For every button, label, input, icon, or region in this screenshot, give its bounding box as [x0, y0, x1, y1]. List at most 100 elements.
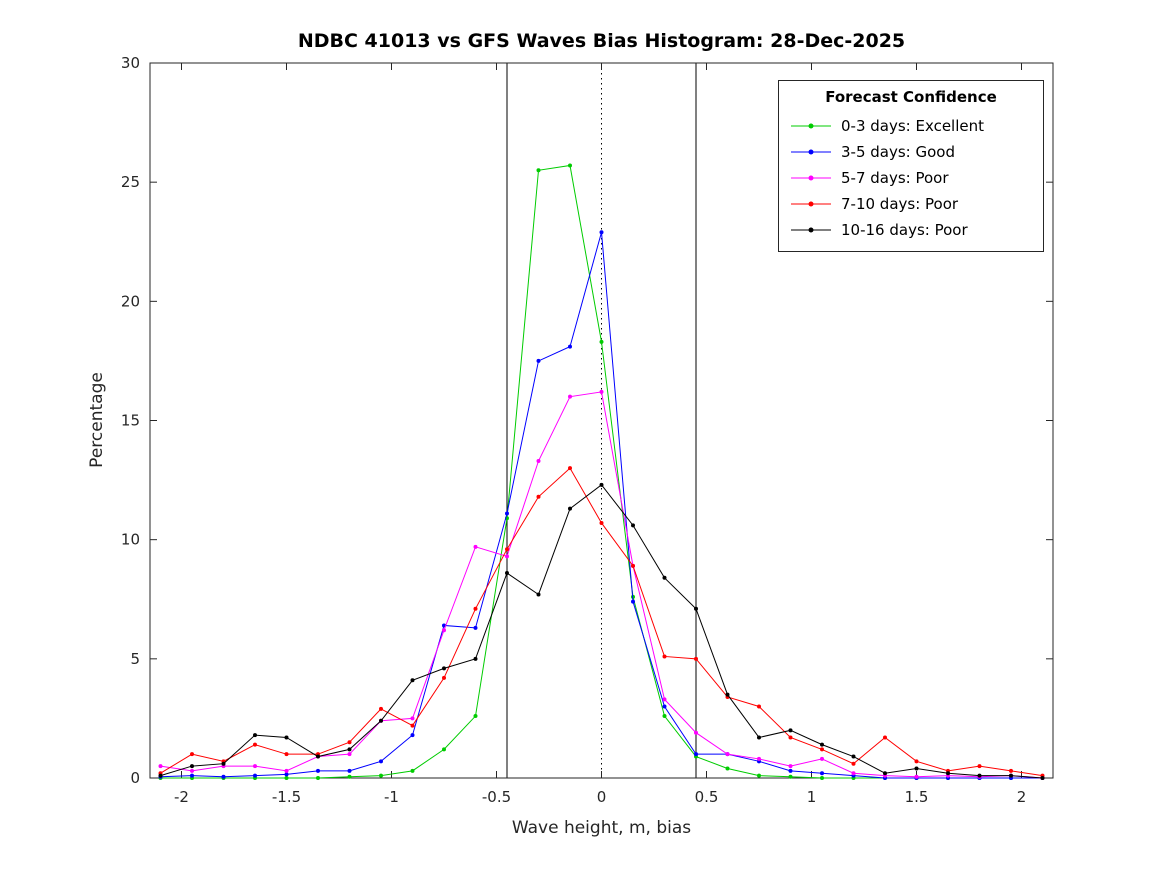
series-marker	[757, 704, 761, 709]
series-marker	[851, 754, 856, 759]
line-marker-icon	[791, 149, 831, 155]
series-marker	[316, 776, 320, 780]
legend-label: 0-3 days: Excellent	[841, 117, 985, 135]
series-marker	[820, 747, 824, 752]
y-tick-label: 5	[130, 650, 140, 668]
series-marker	[347, 747, 352, 752]
series-marker	[662, 704, 667, 709]
series-marker	[536, 494, 541, 499]
series-marker	[757, 756, 761, 761]
y-tick-label: 25	[121, 173, 140, 191]
series-marker	[820, 756, 824, 761]
y-tick-label: 10	[121, 531, 140, 549]
series-marker	[568, 344, 572, 349]
x-tick-label: -1.5	[272, 788, 301, 806]
series-marker	[662, 697, 667, 702]
series-marker	[284, 735, 289, 740]
series-marker	[253, 742, 257, 747]
series-marker	[788, 768, 793, 773]
series-1	[158, 230, 1045, 780]
x-axis-label: Wave height, m, bias	[511, 818, 692, 838]
series-marker	[410, 733, 415, 738]
series-marker	[631, 599, 635, 604]
series-marker	[221, 774, 226, 779]
series-marker	[914, 759, 919, 764]
series-marker	[473, 625, 478, 630]
legend-item: 5-7 days: Poor	[789, 165, 1033, 191]
series-marker	[662, 575, 667, 580]
series-marker	[977, 764, 982, 769]
series-marker	[788, 728, 793, 733]
series-3	[158, 466, 1045, 778]
legend-item: 10-16 days: Poor	[789, 217, 1033, 243]
series-marker	[190, 752, 194, 757]
series-marker	[253, 733, 257, 738]
series-marker	[725, 692, 730, 697]
chart-title: NDBC 41013 vs GFS Waves Bias Histogram: …	[297, 30, 906, 52]
series-marker	[473, 606, 478, 611]
series-marker	[1040, 776, 1045, 780]
series-4	[158, 482, 1045, 780]
series-marker	[410, 768, 415, 773]
series-marker	[788, 764, 793, 769]
series-marker	[379, 706, 383, 711]
x-tick-label: 1.5	[905, 788, 929, 806]
series-marker	[473, 656, 478, 661]
series-marker	[410, 716, 415, 721]
series-marker	[977, 773, 982, 778]
legend-label: 5-7 days: Poor	[841, 169, 949, 187]
series-marker	[851, 761, 856, 766]
series-marker	[599, 339, 604, 344]
line-marker-icon	[791, 201, 831, 207]
series-marker	[379, 718, 383, 723]
x-tick-label: 0.5	[695, 788, 719, 806]
series-marker	[379, 759, 383, 764]
legend-item: 7-10 days: Poor	[789, 191, 1033, 217]
series-marker	[851, 771, 856, 776]
series-marker	[568, 506, 572, 511]
series-marker	[347, 774, 352, 779]
series-marker	[820, 742, 824, 747]
series-marker	[914, 774, 919, 779]
x-tick-label: 0	[597, 788, 607, 806]
y-tick-label: 15	[121, 412, 140, 430]
x-tick-label: -0.5	[482, 788, 511, 806]
series-marker	[158, 764, 163, 769]
series-marker	[536, 358, 541, 363]
legend-item: 0-3 days: Excellent	[789, 113, 1033, 139]
series-marker	[284, 752, 289, 757]
series-marker	[347, 740, 352, 745]
series-marker	[442, 666, 446, 671]
series-marker	[883, 735, 887, 740]
x-tick-label: 2	[1017, 788, 1027, 806]
series-marker	[946, 771, 950, 776]
series-marker	[442, 747, 446, 752]
legend-title: Forecast Confidence	[825, 88, 997, 106]
series-marker	[631, 563, 635, 568]
series-marker	[410, 723, 415, 728]
series-marker	[379, 773, 383, 778]
series-marker	[757, 735, 761, 740]
series-marker	[694, 730, 698, 735]
y-tick-label: 0	[130, 769, 140, 787]
series-marker	[631, 523, 635, 528]
y-tick-label: 20	[121, 292, 140, 310]
series-marker	[347, 768, 352, 773]
series-marker	[599, 482, 604, 487]
x-tick-label: 1	[807, 788, 817, 806]
x-tick-label: -2	[174, 788, 189, 806]
y-tick-label: 30	[121, 54, 140, 72]
series-marker	[820, 771, 824, 776]
legend-label: 7-10 days: Poor	[841, 195, 959, 213]
series-line	[160, 164, 1043, 779]
series-marker	[568, 163, 572, 168]
series-marker	[1009, 773, 1013, 778]
series-marker	[757, 773, 761, 778]
series-marker	[347, 752, 352, 757]
line-marker-icon	[791, 227, 831, 233]
series-marker	[410, 678, 415, 683]
series-marker	[158, 773, 163, 778]
series-marker	[599, 520, 604, 525]
